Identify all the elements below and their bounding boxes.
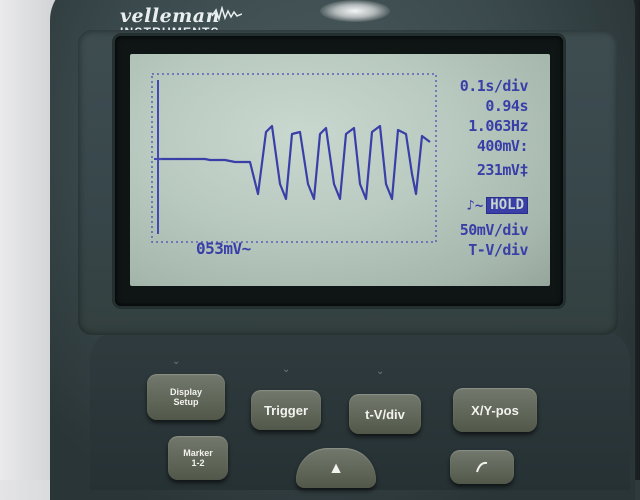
marker-button[interactable]: Marker 1-2 [168, 436, 228, 480]
marker-line2: 1-2 [191, 458, 205, 468]
display-setup-line1: Display [169, 387, 202, 397]
up-arrow-icon: ▲ [328, 459, 344, 477]
signal-trace [158, 124, 431, 201]
trigger-button[interactable]: Trigger [251, 390, 321, 430]
tv-div-button[interactable]: t-V/div [349, 394, 421, 434]
hold-indicator: ♪~ HOLD [466, 197, 528, 214]
timebase-readout: 0.1s/div [459, 77, 529, 95]
brand-wave-icon [212, 6, 242, 22]
display-setup-button[interactable]: Display Setup [147, 374, 225, 420]
marker-line1: Marker [183, 448, 213, 458]
vdiv-readout: 50mV/div [459, 221, 529, 239]
tv-div-label: t-V/div [365, 406, 405, 422]
bottom-voltage-reading: 053mV~ [196, 239, 251, 258]
coupling-icon: ♪~ [466, 197, 484, 214]
light-glare [320, 0, 390, 22]
waveform-plot [151, 73, 437, 243]
arrow-tick-icon: ⌄ [172, 356, 181, 367]
arrow-tick-icon: ⌄ [282, 364, 291, 375]
hold-badge: HOLD [486, 197, 528, 214]
xy-pos-label: X/Y-pos [471, 402, 519, 418]
arrow-tick-icon: ⌄ [376, 366, 385, 377]
xy-pos-button[interactable]: X/Y-pos [453, 388, 537, 432]
voltage2-readout: 231mV‡ [476, 161, 529, 179]
voltage-readout: 400mV: [476, 137, 529, 155]
curve-icon [476, 461, 488, 473]
display-setup-line2: Setup [173, 397, 199, 407]
curve-button[interactable] [450, 450, 514, 484]
plot-frame [151, 73, 437, 243]
brand-name: velleman [120, 5, 220, 27]
time-readout: 0.94s [485, 97, 528, 115]
lcd-screen: 0.1s/div 0.94s 1.063Hz 400mV: 231mV‡ ♪~ … [130, 54, 550, 286]
trigger-label: Trigger [263, 402, 309, 418]
mode-readout: T-V/div [468, 241, 528, 259]
frequency-readout: 1.063Hz [468, 117, 528, 135]
